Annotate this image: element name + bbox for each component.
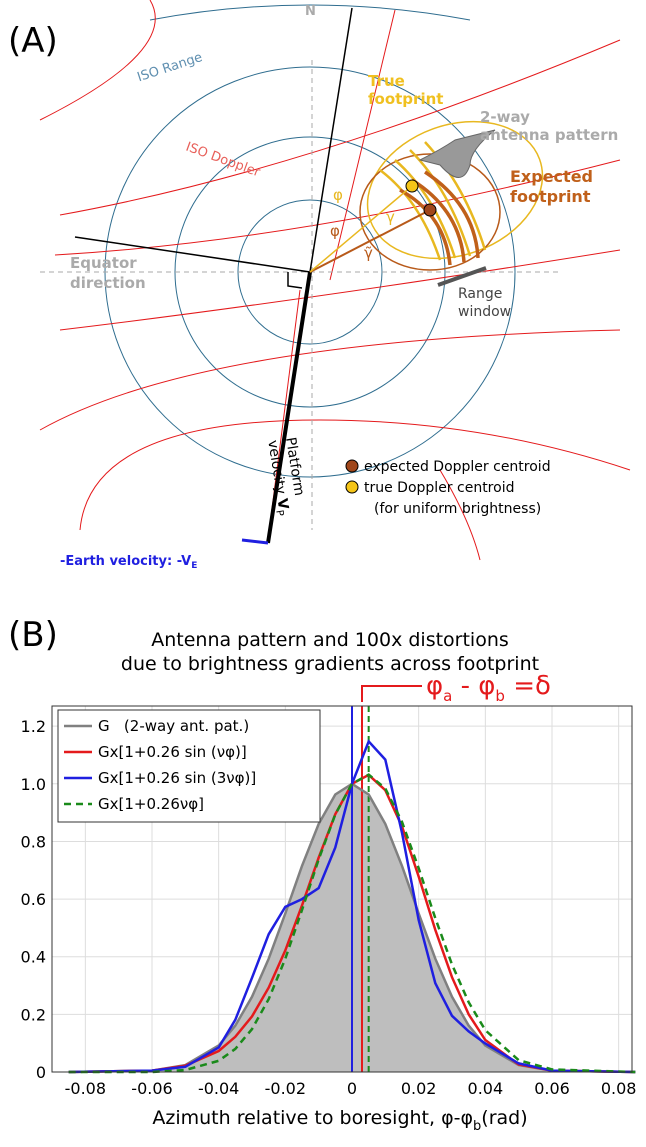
legend-label: Gx[1+0.26 sin (3νφ)] bbox=[98, 769, 256, 787]
legend-marker bbox=[345, 480, 359, 494]
chart-title: due to brightness gradients across footp… bbox=[121, 653, 539, 675]
y-tick-label: 1.2 bbox=[21, 717, 46, 736]
x-axis-label-part: (rad) bbox=[481, 1107, 527, 1129]
label: antenna pattern bbox=[480, 126, 618, 144]
legend-box bbox=[57, 709, 321, 823]
x-tick-label: -0.08 bbox=[65, 1079, 106, 1098]
line bbox=[68, 739, 636, 1074]
annotation-part: - φ bbox=[452, 671, 495, 701]
label: γ bbox=[386, 208, 395, 226]
label: E bbox=[191, 561, 197, 571]
x-axis-label-part: Azimuth relative to boresight, φ-φ bbox=[152, 1107, 473, 1129]
legend-label: expected Doppler centroid bbox=[364, 459, 551, 475]
label: direction bbox=[70, 274, 146, 292]
legend-label: Gx[1+0.26νφ] bbox=[98, 795, 204, 813]
footprints bbox=[309, 120, 544, 287]
label: φ bbox=[330, 222, 340, 240]
label: ISO Doppler bbox=[184, 140, 263, 181]
legend-marker bbox=[345, 459, 359, 473]
x-tick-label: -0.06 bbox=[131, 1079, 172, 1098]
chart-title: Antenna pattern and 100x distortions bbox=[151, 629, 509, 651]
label: -Earth velocity: -V bbox=[60, 554, 191, 569]
y-tick-label: 0.2 bbox=[21, 1005, 46, 1024]
panel-a: (A) ISO Range N True footprint 2-way ant… bbox=[8, 0, 631, 571]
legend: G (2-way ant. pat.) Gx[1+0.26 sin (νφ)] Gx… bbox=[57, 709, 321, 823]
annotation-part: =δ bbox=[505, 671, 551, 701]
annotation: φa - φb =δ bbox=[426, 671, 551, 705]
annotation-arrow bbox=[361, 685, 422, 702]
label: Equator bbox=[70, 254, 137, 272]
x-tick-label: 0 bbox=[347, 1079, 357, 1098]
line bbox=[68, 773, 636, 1074]
label: window bbox=[458, 304, 511, 320]
x-tick-label: 0.08 bbox=[601, 1079, 637, 1098]
x-axis-label-part: b bbox=[473, 1119, 481, 1134]
perp-line bbox=[74, 236, 311, 273]
label: φ bbox=[333, 186, 343, 204]
annotation-part: φ bbox=[426, 671, 443, 701]
label: P bbox=[273, 509, 285, 517]
label: footprint bbox=[510, 187, 591, 206]
panel-label: (B) bbox=[8, 615, 58, 655]
earth-velocity-arrow bbox=[241, 538, 269, 545]
label: γ̃ bbox=[364, 244, 373, 262]
label: -Earth velocity: -VE bbox=[60, 554, 197, 571]
x-tick-label: -0.02 bbox=[265, 1079, 306, 1098]
plot-frame bbox=[51, 705, 633, 1073]
y-tick-label: 0 bbox=[36, 1063, 46, 1082]
y-tick-label: 0.8 bbox=[21, 832, 46, 851]
label: Expected bbox=[510, 167, 593, 186]
label: footprint bbox=[368, 90, 443, 108]
legend-label: Gx[1+0.26 sin (νφ)] bbox=[98, 743, 247, 761]
label: V bbox=[274, 497, 292, 510]
right-angle bbox=[287, 272, 303, 289]
label: ISO Range bbox=[135, 50, 204, 85]
x-tick-label: 0.02 bbox=[401, 1079, 437, 1098]
label: True bbox=[368, 72, 405, 90]
annotation-part: a bbox=[443, 687, 452, 705]
x-axis-label: Azimuth relative to boresight, φ-φb(rad) bbox=[152, 1107, 527, 1134]
legend-label: G (2-way ant. pat.) bbox=[98, 717, 249, 735]
legend-label: true Doppler centroid bbox=[364, 480, 514, 496]
look-line bbox=[309, 7, 353, 273]
y-tick-label: 0.6 bbox=[21, 890, 46, 909]
platform-velocity-arrow bbox=[266, 271, 312, 544]
y-tick-label: 0.4 bbox=[21, 948, 46, 967]
label: N bbox=[305, 4, 316, 19]
label: Platform velocity VP bbox=[264, 436, 307, 517]
label: 2-way bbox=[480, 108, 530, 126]
legend-label: (for uniform brightness) bbox=[374, 501, 541, 517]
chart: Antenna pattern and 100x distortionsdue … bbox=[21, 629, 637, 1134]
label: Range bbox=[458, 286, 502, 302]
x-tick-label: -0.04 bbox=[198, 1079, 239, 1098]
y-tick-label: 1.0 bbox=[21, 775, 46, 794]
x-tick-label: 0.04 bbox=[468, 1079, 504, 1098]
panel-label: (A) bbox=[8, 21, 58, 61]
x-tick-label: 0.06 bbox=[534, 1079, 570, 1098]
annotation-part: b bbox=[495, 687, 505, 705]
